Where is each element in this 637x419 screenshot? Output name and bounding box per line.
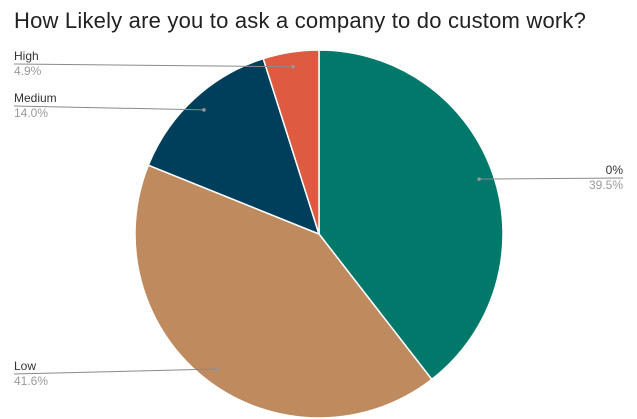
pie-slice-low[interactable] [134, 164, 433, 419]
slice-name-label: Medium [14, 91, 57, 105]
slice-name-label: Low [14, 359, 36, 373]
pie-slice-high[interactable] [262, 49, 320, 235]
slice-value-label: 41.6% [14, 374, 48, 388]
slice-value-label: 4.9% [14, 64, 42, 78]
chart-title: How Likely are you to ask a company to d… [14, 8, 587, 33]
callout-line [479, 177, 624, 180]
callout-line [13, 368, 217, 375]
pie-slice-zero-pct[interactable] [318, 49, 504, 381]
slice-name-label: 0% [606, 163, 624, 177]
callout-dot [291, 64, 295, 69]
slice-name-label: High [14, 49, 39, 63]
callout-line [13, 105, 204, 111]
pie-slice-medium[interactable] [147, 57, 321, 236]
slice-value-label: 39.5% [589, 178, 623, 192]
callout-line [13, 63, 294, 68]
slice-value-label: 14.0% [14, 106, 48, 120]
